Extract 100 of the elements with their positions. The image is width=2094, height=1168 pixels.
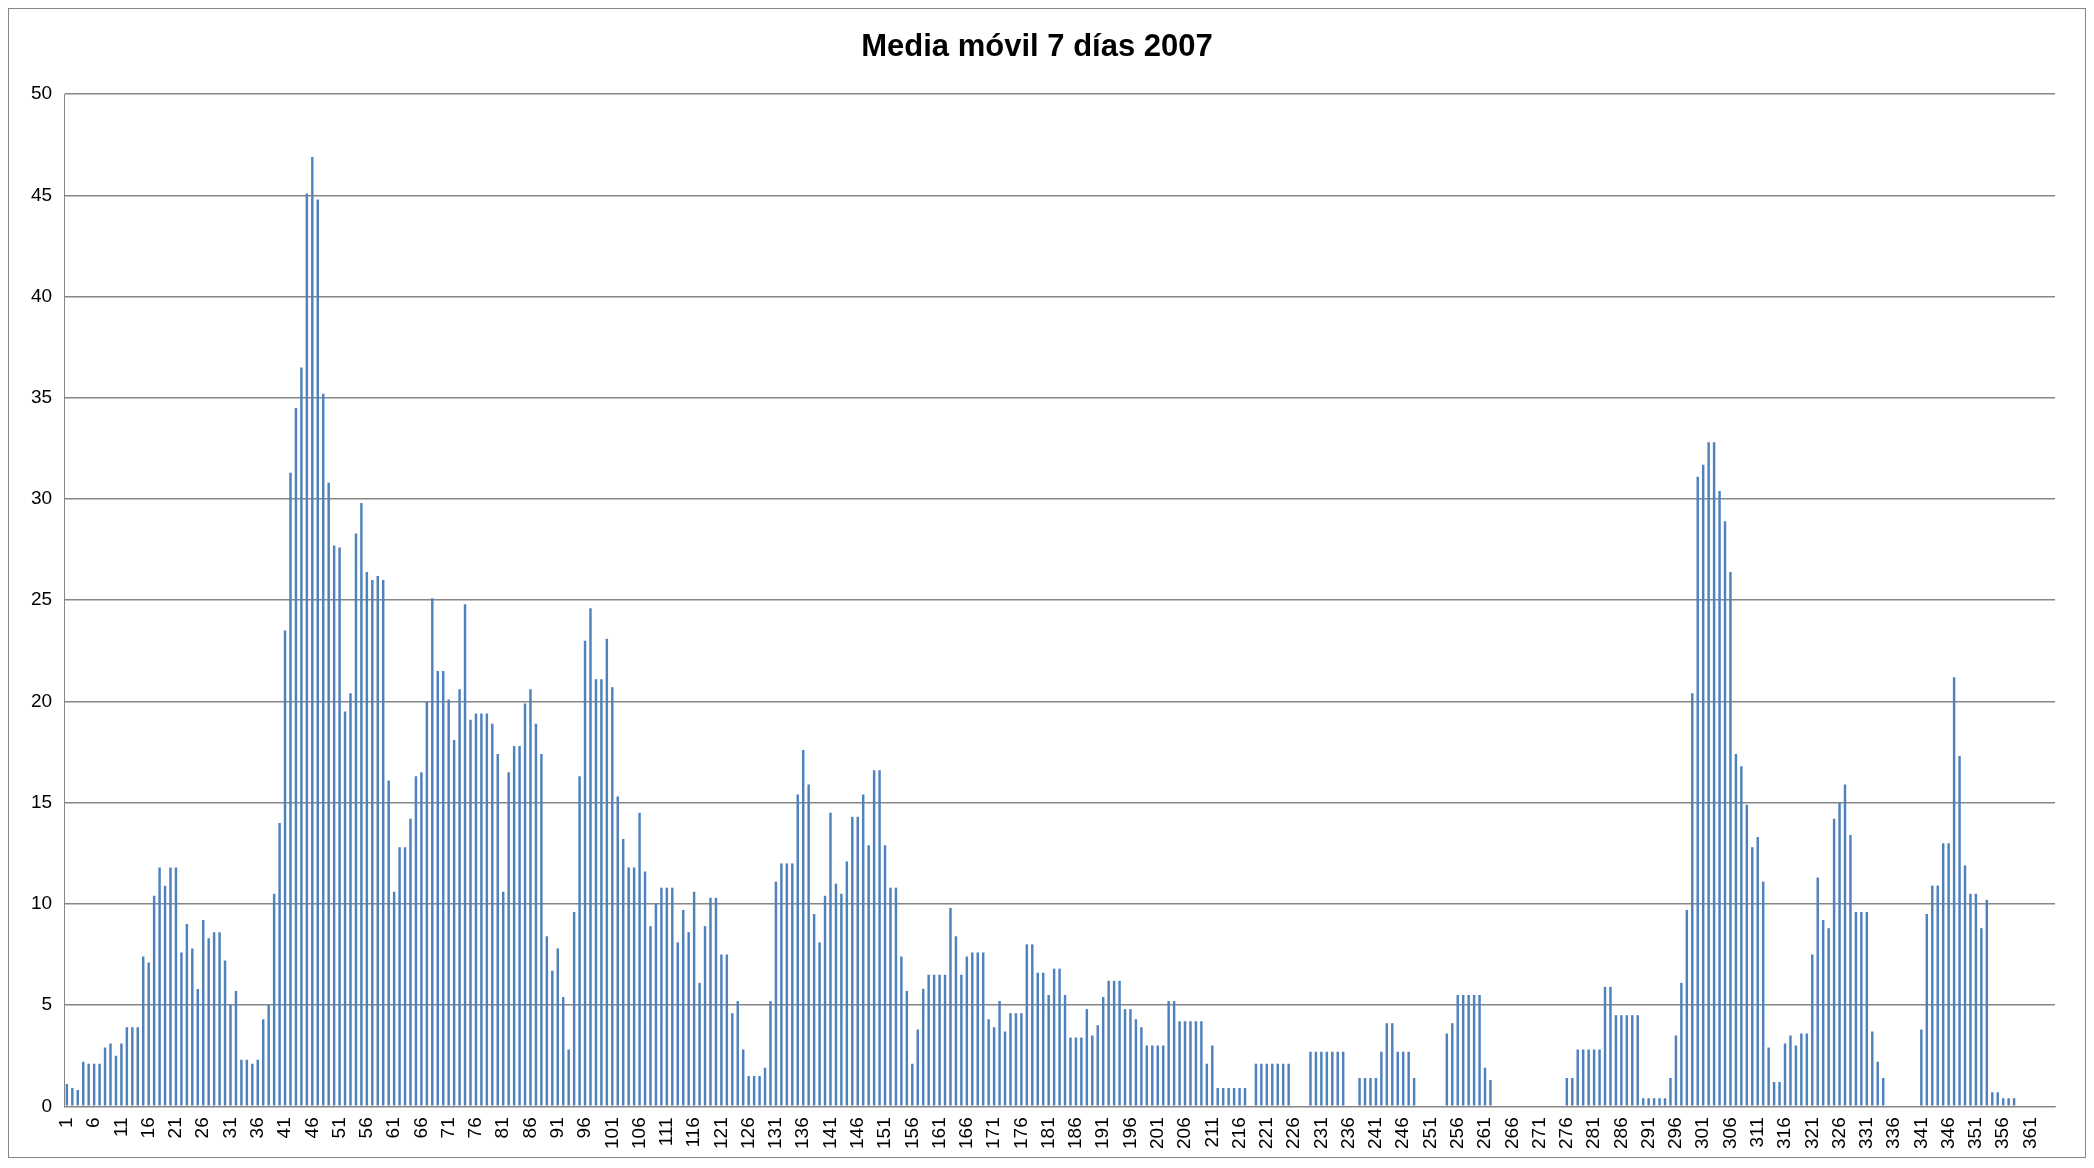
x-tick-label: 291 bbox=[1636, 1117, 1658, 1149]
y-tick-label: 45 bbox=[30, 183, 53, 205]
bar bbox=[1369, 1077, 1372, 1106]
bar bbox=[109, 1043, 112, 1106]
x-tick-label: 126 bbox=[736, 1117, 758, 1149]
bar bbox=[311, 156, 314, 1106]
bar bbox=[671, 887, 674, 1106]
x-tick-label: 141 bbox=[818, 1117, 840, 1149]
x-tick-label: 246 bbox=[1391, 1117, 1413, 1149]
bar bbox=[1838, 802, 1841, 1106]
bar bbox=[1489, 1079, 1492, 1106]
x-tick-label: 146 bbox=[845, 1117, 867, 1149]
bar bbox=[1391, 1023, 1394, 1106]
x-tick-label: 346 bbox=[1936, 1117, 1958, 1149]
y-tick-label: 40 bbox=[30, 284, 53, 306]
bar bbox=[1069, 1037, 1072, 1106]
bar bbox=[938, 974, 941, 1106]
bar bbox=[1031, 944, 1034, 1106]
x-tick-label: 151 bbox=[873, 1117, 895, 1149]
x-tick-label: 186 bbox=[1064, 1117, 1086, 1149]
bar bbox=[1980, 928, 1983, 1106]
y-tick-label: 10 bbox=[30, 892, 53, 914]
x-tick-label: 296 bbox=[1664, 1117, 1686, 1149]
bar bbox=[267, 1005, 270, 1106]
bar bbox=[1587, 1049, 1590, 1106]
bar bbox=[1211, 1045, 1214, 1106]
bar bbox=[567, 1049, 570, 1106]
bar bbox=[1167, 1001, 1170, 1106]
x-tick-label: 121 bbox=[709, 1117, 731, 1149]
bar bbox=[638, 812, 641, 1106]
chart-title: Media móvil 7 días 2007 bbox=[861, 28, 1213, 64]
bar bbox=[1707, 442, 1710, 1106]
bar bbox=[1467, 994, 1470, 1106]
bar bbox=[491, 723, 494, 1106]
bar bbox=[1189, 1021, 1192, 1106]
bar bbox=[1800, 1033, 1803, 1106]
x-tick-label: 71 bbox=[436, 1117, 458, 1139]
bar bbox=[840, 893, 843, 1106]
bar bbox=[1631, 1015, 1634, 1106]
x-tick-label: 31 bbox=[218, 1117, 240, 1139]
bar bbox=[1767, 1047, 1770, 1106]
bar bbox=[1680, 982, 1683, 1106]
bar bbox=[1571, 1077, 1574, 1106]
bar bbox=[720, 954, 723, 1106]
x-tick-label: 11 bbox=[109, 1117, 131, 1138]
x-tick-label: 1 bbox=[55, 1117, 77, 1128]
bar bbox=[87, 1063, 90, 1106]
bar bbox=[71, 1088, 74, 1106]
x-tick-label: 136 bbox=[791, 1117, 813, 1149]
bar bbox=[398, 847, 401, 1106]
bar bbox=[709, 897, 712, 1106]
bar bbox=[1991, 1092, 1994, 1106]
bar bbox=[1718, 490, 1721, 1106]
x-tick-label: 216 bbox=[1227, 1117, 1249, 1149]
x-tick-label: 331 bbox=[1855, 1117, 1877, 1149]
bar bbox=[1729, 571, 1732, 1106]
y-tick-label: 5 bbox=[41, 993, 53, 1015]
x-tick-label: 306 bbox=[1718, 1117, 1740, 1149]
bar bbox=[1309, 1051, 1312, 1106]
x-tick-label: 231 bbox=[1309, 1117, 1331, 1149]
x-tick-label: 176 bbox=[1009, 1117, 1031, 1149]
bar bbox=[791, 863, 794, 1106]
x-tick-label: 271 bbox=[1527, 1117, 1549, 1149]
bar bbox=[818, 942, 821, 1106]
x-tick-label: 211 bbox=[1200, 1117, 1222, 1148]
x-tick-label: 336 bbox=[1882, 1117, 1904, 1149]
x-tick-label: 256 bbox=[1445, 1117, 1467, 1149]
x-tick-label: 66 bbox=[409, 1117, 431, 1139]
bar bbox=[660, 887, 663, 1106]
bar bbox=[1058, 968, 1061, 1106]
bar bbox=[338, 547, 341, 1106]
bar bbox=[120, 1043, 123, 1106]
bar bbox=[431, 598, 434, 1106]
bar bbox=[758, 1075, 761, 1106]
bar bbox=[998, 1001, 1001, 1106]
x-tick-label: 21 bbox=[164, 1117, 186, 1139]
bar bbox=[987, 1019, 990, 1106]
bar bbox=[949, 907, 952, 1106]
bar bbox=[1740, 766, 1743, 1106]
bar bbox=[1811, 954, 1814, 1106]
bar bbox=[627, 867, 630, 1106]
x-tick-label: 156 bbox=[900, 1117, 922, 1149]
bar bbox=[600, 679, 603, 1106]
bar bbox=[289, 472, 292, 1106]
bar bbox=[1827, 928, 1830, 1106]
y-tick-label: 15 bbox=[30, 790, 53, 812]
y-tick-label: 20 bbox=[30, 689, 53, 711]
y-tick-label: 35 bbox=[30, 386, 53, 408]
bar bbox=[1020, 1013, 1023, 1106]
bar bbox=[349, 693, 352, 1106]
bar bbox=[1478, 994, 1481, 1106]
bar bbox=[927, 974, 930, 1106]
x-tick-label: 46 bbox=[300, 1117, 322, 1139]
bar bbox=[878, 770, 881, 1106]
x-tick-label: 326 bbox=[1827, 1117, 1849, 1149]
x-tick-label: 131 bbox=[764, 1117, 786, 1149]
x-tick-label: 191 bbox=[1091, 1117, 1113, 1149]
bar bbox=[147, 962, 150, 1106]
x-tick-label: 81 bbox=[491, 1117, 513, 1139]
bar bbox=[1451, 1023, 1454, 1106]
